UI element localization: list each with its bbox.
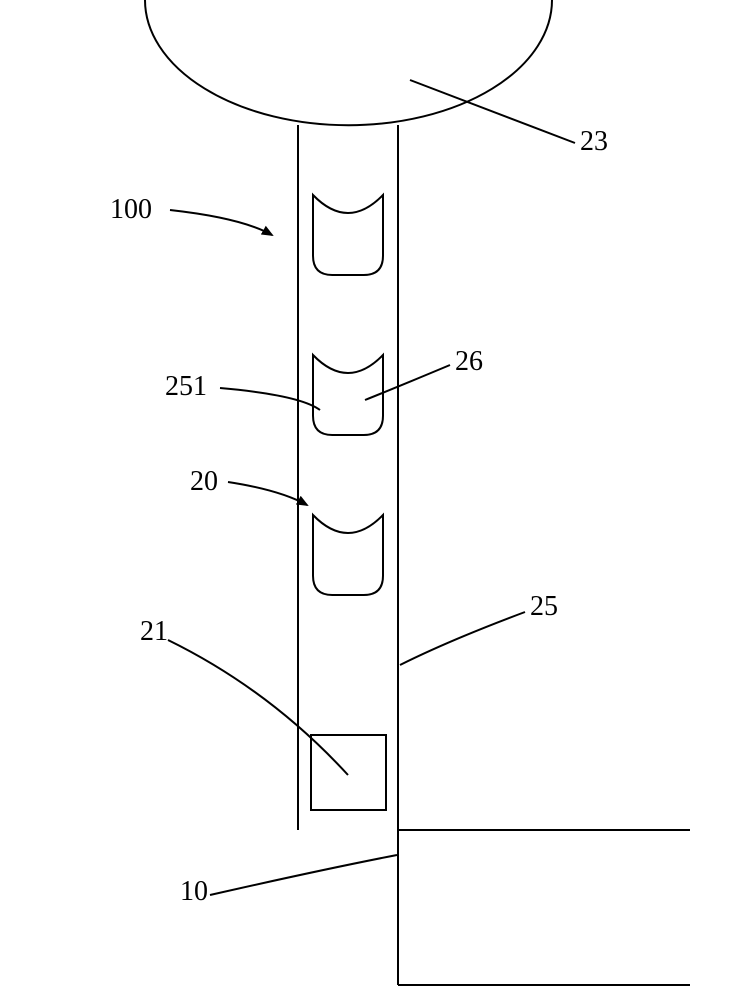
leader-line bbox=[170, 210, 272, 235]
label-20: 20 bbox=[190, 466, 218, 497]
label-23: 23 bbox=[580, 126, 608, 157]
shield-shape-2 bbox=[313, 515, 383, 595]
technical-diagram: 100 23 251 26 20 21 25 10 bbox=[0, 0, 732, 1000]
label-100: 100 bbox=[110, 194, 152, 225]
shield-shape-0 bbox=[313, 195, 383, 275]
label-21: 21 bbox=[140, 616, 168, 647]
leader-line bbox=[168, 640, 348, 775]
leader-line bbox=[228, 482, 307, 505]
label-26: 26 bbox=[455, 346, 483, 377]
label-10: 10 bbox=[180, 876, 208, 907]
bowl-outline bbox=[145, 0, 552, 125]
leader-line bbox=[210, 855, 397, 895]
shield-shape-1 bbox=[313, 355, 383, 435]
label-25: 25 bbox=[530, 591, 558, 622]
leader-line bbox=[220, 388, 320, 410]
label-251: 251 bbox=[165, 371, 207, 402]
leader-line bbox=[365, 365, 450, 400]
leader-line bbox=[400, 612, 525, 665]
square-marker-21 bbox=[311, 735, 386, 810]
